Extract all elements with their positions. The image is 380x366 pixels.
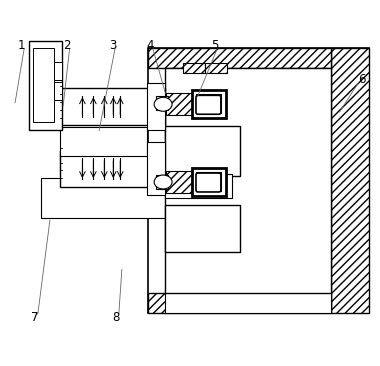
Bar xyxy=(41,178,248,218)
Bar xyxy=(156,96,168,110)
Bar xyxy=(165,126,240,176)
Bar xyxy=(192,90,226,118)
Text: 7: 7 xyxy=(31,311,38,324)
Bar xyxy=(165,68,331,292)
Bar xyxy=(166,93,192,115)
Bar xyxy=(60,127,147,156)
Bar xyxy=(197,95,221,113)
Bar xyxy=(165,205,240,252)
Bar xyxy=(148,48,369,313)
Text: 2: 2 xyxy=(63,39,71,52)
Bar xyxy=(331,48,369,313)
Ellipse shape xyxy=(154,97,172,111)
Bar xyxy=(183,63,205,74)
Bar xyxy=(148,292,331,313)
Bar xyxy=(28,41,62,130)
Bar xyxy=(148,48,331,68)
FancyBboxPatch shape xyxy=(196,173,221,192)
Text: 3: 3 xyxy=(109,39,116,52)
Text: 8: 8 xyxy=(112,311,120,324)
Bar xyxy=(166,171,192,193)
Text: 1: 1 xyxy=(18,39,25,52)
Text: 5: 5 xyxy=(211,39,218,52)
Bar xyxy=(197,173,221,191)
Bar xyxy=(192,168,226,196)
Bar xyxy=(60,88,165,125)
Bar xyxy=(33,48,54,122)
Bar xyxy=(165,288,331,313)
Bar xyxy=(147,83,165,130)
Bar xyxy=(54,82,62,100)
Bar xyxy=(156,175,168,189)
Text: 6: 6 xyxy=(358,73,366,86)
Bar xyxy=(60,152,248,174)
Bar xyxy=(205,63,227,74)
Bar xyxy=(147,142,165,195)
Bar xyxy=(54,63,62,81)
Ellipse shape xyxy=(154,175,172,189)
FancyBboxPatch shape xyxy=(196,95,221,114)
Bar xyxy=(165,174,232,198)
Bar xyxy=(60,150,165,187)
Text: 4: 4 xyxy=(147,39,154,52)
